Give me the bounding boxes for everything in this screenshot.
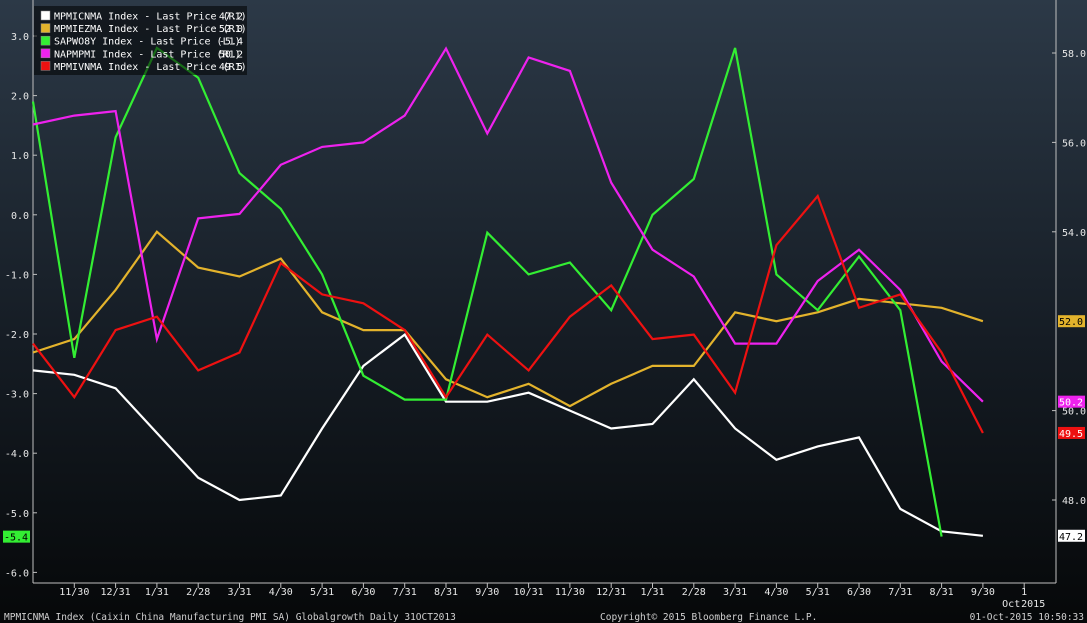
legend-swatch [40, 48, 51, 59]
x-tick-label: 7/31 [393, 587, 417, 598]
x-tick-label: 6/30 [847, 587, 871, 598]
x-tick-label: 1/31 [640, 587, 664, 598]
legend-label: MPMIEZMA Index - Last Price (R1) [54, 24, 247, 35]
left-tick-label: 0.0 [11, 211, 29, 222]
x-tick-label: 3/31 [227, 587, 251, 598]
x-tick-label: 1 [1021, 587, 1027, 598]
footer-timestamp-text: 01-Oct-2015 10:50:33 [970, 612, 1084, 623]
last-value-tags: 47.2 52.0 -5.4 50.2 49.5 [3, 315, 1085, 544]
x-tick-label: 11/30 [59, 587, 89, 598]
footer-copyright-text: Copyright© 2015 Bloomberg Finance L.P. [600, 612, 817, 623]
last-value-tag-text: -5.4 [4, 533, 28, 544]
last-value-tag-text: 52.0 [1059, 317, 1083, 328]
x-tick-label: 2/28 [186, 587, 210, 598]
series-line-1 [32, 230, 984, 408]
left-tick-label: -5.0 [5, 509, 29, 520]
x-tick-label: 6/30 [351, 587, 375, 598]
right-tick-label: 48.0 [1062, 496, 1086, 507]
legend-last-value: 50.2 [219, 49, 243, 60]
legend-label: MPMIVNMA Index - Last Price (R1) [54, 62, 247, 73]
series-line-4 [32, 193, 984, 434]
legend-label: SAPWO8Y Index - Last Price (L1) [54, 37, 241, 48]
last-value-tag-text: 49.5 [1059, 429, 1083, 440]
last-value-tag-bg [1058, 426, 1085, 439]
left-tick-label: -6.0 [5, 568, 29, 579]
last-value-tag-bg [1058, 315, 1085, 328]
x-tick-label: 4/30 [764, 587, 788, 598]
legend-label: NAPMPMI Index - Last Price (R1) [54, 49, 241, 60]
left-tick-label: 2.0 [11, 92, 29, 103]
legend-swatch [40, 35, 51, 46]
axes: 3.0 2.0 1.0 0.0 -1.0 -2.0 -3.0 -4.0 -5.0 -6.0 58.0… [5, 0, 1086, 610]
left-tick-label: 3.0 [11, 32, 29, 43]
x-tick-label: 10/31 [514, 587, 544, 598]
footer: MPMICNMA Index (Caixin China Manufacturi… [4, 612, 1084, 623]
x-tick-label: 4/30 [269, 587, 293, 598]
last-value-tag-bg [3, 530, 30, 543]
right-tick-label: 54.0 [1062, 228, 1086, 239]
x-tick-label: 2/28 [682, 587, 706, 598]
last-value-tag-text: 50.2 [1059, 398, 1083, 409]
x-tick-label: 12/31 [101, 587, 131, 598]
right-tick-label: 56.0 [1062, 138, 1086, 149]
x-tick-label: 5/31 [806, 587, 830, 598]
x-tick-label: 5/31 [310, 587, 334, 598]
left-tick-label: -3.0 [5, 390, 29, 401]
legend-label: MPMICNMA Index - Last Price (R1) [54, 12, 247, 23]
left-tick-label: -1.0 [5, 270, 29, 281]
right-tick-label: 50.0 [1062, 407, 1086, 418]
x-tick-label: 12/31 [596, 587, 626, 598]
legend-box [34, 6, 247, 75]
last-value-tag-bg [1058, 529, 1085, 542]
x-tick-label: 3/31 [723, 587, 747, 598]
left-tick-label: -4.0 [5, 449, 29, 460]
legend-swatch [40, 61, 51, 71]
legend-last-value: 49.5 [219, 62, 243, 73]
x-year-label: 2015 [1021, 599, 1045, 610]
series-lines [31, 46, 984, 537]
x-tick-label: 8/31 [930, 587, 954, 598]
x-tick-label: 1/31 [145, 587, 169, 598]
last-value-tag-bg [1058, 395, 1085, 408]
legend-swatch [40, 23, 51, 33]
x-month-label: Oct [1002, 599, 1020, 610]
series-line-3 [32, 46, 984, 403]
legend-last-value: 47.2 [219, 12, 243, 23]
legend: MPMICNMA Index - Last Price (R1)47.2MPMI… [34, 6, 247, 75]
x-tick-label: 7/31 [888, 587, 912, 598]
left-tick-label: -2.0 [5, 330, 29, 341]
legend-swatch [40, 10, 51, 21]
legend-last-value: 52.0 [219, 24, 243, 35]
right-tick-label: 58.0 [1062, 49, 1086, 60]
legend-last-value: -5.4 [219, 37, 243, 48]
x-tick-label: 9/30 [475, 587, 499, 598]
footer-source-text: MPMICNMA Index (Caixin China Manufacturi… [4, 612, 456, 623]
last-value-tag-text: 47.2 [1059, 532, 1083, 543]
series-line-0 [32, 332, 984, 537]
x-tick-label: 9/30 [971, 587, 995, 598]
x-tick-label: 8/31 [434, 587, 458, 598]
x-tick-label: 11/30 [555, 587, 585, 598]
left-tick-label: 1.0 [11, 151, 29, 162]
